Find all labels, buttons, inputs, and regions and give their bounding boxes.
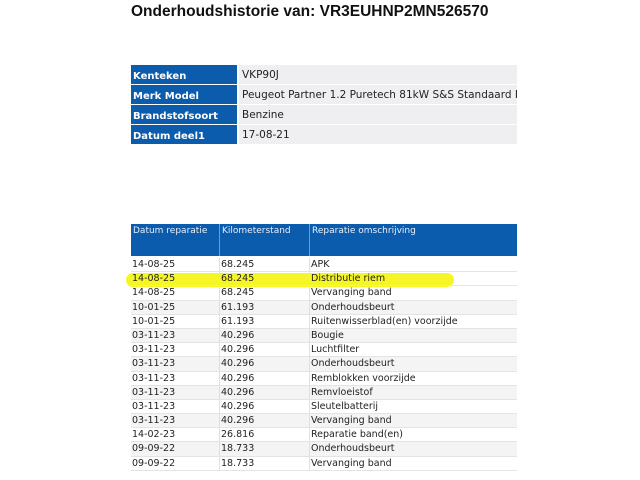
info-value: 17-08-21 xyxy=(239,125,517,144)
table-row: 03-11-23 40.296 Onderhoudsbeurt xyxy=(131,357,517,372)
cell-description: Bougie xyxy=(311,329,344,341)
cell-date: 14-02-23 xyxy=(131,428,220,442)
cell-mileage: 26.816 xyxy=(220,428,310,442)
cell-description: Onderhoudsbeurt xyxy=(311,358,395,370)
cell-date: 14-08-25 xyxy=(131,286,220,300)
cell-mileage: 61.193 xyxy=(220,314,310,328)
page-title: Onderhoudshistorie van: VR3EUHNP2MN52657… xyxy=(131,3,489,20)
cell-description: Remvloeistof xyxy=(311,386,373,398)
cell-mileage: 61.193 xyxy=(220,300,310,314)
info-label: Kenteken xyxy=(131,65,237,84)
header-date: Datum reparatie xyxy=(131,224,220,256)
cell-mileage: 18.733 xyxy=(220,442,310,456)
cell-date: 03-11-23 xyxy=(131,399,220,414)
repair-history-table: Datum reparatie Kilometerstand Reparatie… xyxy=(131,224,517,471)
cell-mileage: 40.296 xyxy=(220,399,310,414)
cell-description: Vervanging band xyxy=(311,287,392,299)
table-row: 03-11-23 40.296 Remblokken voorzijde xyxy=(131,371,517,386)
cell-date: 03-11-23 xyxy=(131,371,220,385)
cell-date: 03-11-23 xyxy=(131,357,220,371)
table-row: 09-09-22 18.733 Vervanging band xyxy=(131,456,517,471)
header-description: Reparatie omschrijving xyxy=(312,226,416,236)
table-row: 09-09-22 18.733 Onderhoudsbeurt xyxy=(131,442,517,457)
info-value: Benzine xyxy=(239,105,517,124)
table-row: 03-11-23 40.296 Remvloeistof xyxy=(131,385,517,400)
cell-description: Vervanging band xyxy=(311,415,392,427)
info-label: Datum deel1 xyxy=(131,125,237,144)
cell-date: 09-09-22 xyxy=(131,456,220,470)
cell-description: Ruitenwisserblad(en) voorzijde xyxy=(311,315,458,327)
info-value: Peugeot Partner 1.2 Puretech 81kW S&S St… xyxy=(239,85,517,104)
cell-date: 03-11-23 xyxy=(131,385,220,399)
table-row: 03-11-23 40.296 Vervanging band xyxy=(131,414,517,429)
cell-date: 03-11-23 xyxy=(131,328,220,343)
cell-date: 10-01-25 xyxy=(131,314,220,328)
cell-description: Remblokken voorzijde xyxy=(311,372,416,384)
cell-date: 09-09-22 xyxy=(131,442,220,456)
table-row: 03-11-23 40.296 Sleutelbatterij xyxy=(131,399,517,415)
info-row-merk-model: Merk Model Peugeot Partner 1.2 Puretech 8… xyxy=(131,85,517,104)
cell-mileage: 40.296 xyxy=(220,385,310,399)
table-row: 10-01-25 61.193 Ruitenwisserblad(en) voorz… xyxy=(131,314,517,329)
table-row: 14-08-25 68.245 Distributie riem xyxy=(131,272,517,287)
info-value: VKP90J xyxy=(239,65,517,84)
cell-mileage: 68.245 xyxy=(220,272,310,286)
cell-mileage: 40.296 xyxy=(220,343,310,357)
cell-date: 03-11-23 xyxy=(131,343,220,357)
cell-description: Luchtfilter xyxy=(311,344,360,356)
info-label: Merk Model xyxy=(131,85,237,104)
cell-date: 10-01-25 xyxy=(131,300,220,314)
vehicle-info-table: Kenteken VKP90J Merk Model Peugeot Partner… xyxy=(131,65,517,145)
table-header: Datum reparatie Kilometerstand Reparatie… xyxy=(131,224,517,256)
table-row: 14-02-23 26.816 Reparatie band(en) xyxy=(131,428,517,443)
table-row: 14-08-25 68.245 Vervanging band xyxy=(131,286,517,301)
cell-date: 14-08-25 xyxy=(131,272,220,286)
highlight-marker xyxy=(126,273,454,287)
cell-description: APK xyxy=(311,259,330,270)
info-row-brandstof: Brandstofsoort Benzine xyxy=(131,105,517,124)
cell-date: 03-11-23 xyxy=(131,414,220,428)
cell-mileage: 68.245 xyxy=(220,258,310,272)
cell-description: Sleutelbatterij xyxy=(311,400,379,412)
cell-mileage: 40.296 xyxy=(220,414,310,428)
cell-mileage: 18.733 xyxy=(220,456,310,470)
cell-description: Distributie riem xyxy=(311,273,386,285)
info-row-kenteken: Kenteken VKP90J xyxy=(131,65,517,84)
table-row: 03-11-23 40.296 Bougie xyxy=(131,328,517,344)
cell-description: Onderhoudsbeurt xyxy=(311,443,395,455)
cell-date: 14-08-25 xyxy=(131,258,220,272)
cell-mileage: 40.296 xyxy=(220,357,310,371)
info-row-datum: Datum deel1 17-08-21 xyxy=(131,125,517,144)
info-label: Brandstofsoort xyxy=(131,105,237,124)
cell-description: Onderhoudsbeurt xyxy=(311,301,395,313)
cell-mileage: 40.296 xyxy=(220,328,310,343)
table-body: 14-08-25 68.245 APK 14-08-25 68.245 Distribut… xyxy=(131,258,517,471)
table-row: 03-11-23 40.296 Luchtfilter xyxy=(131,343,517,358)
cell-mileage: 40.296 xyxy=(220,371,310,385)
table-row: 10-01-25 61.193 Onderhoudsbeurt xyxy=(131,300,517,315)
cell-description: Reparatie band(en) xyxy=(311,429,404,441)
header-mileage: Kilometerstand xyxy=(220,224,310,256)
cell-mileage: 68.245 xyxy=(220,286,310,300)
table-row: 14-08-25 68.245 APK xyxy=(131,258,517,273)
cell-description: Vervanging band xyxy=(311,457,392,469)
